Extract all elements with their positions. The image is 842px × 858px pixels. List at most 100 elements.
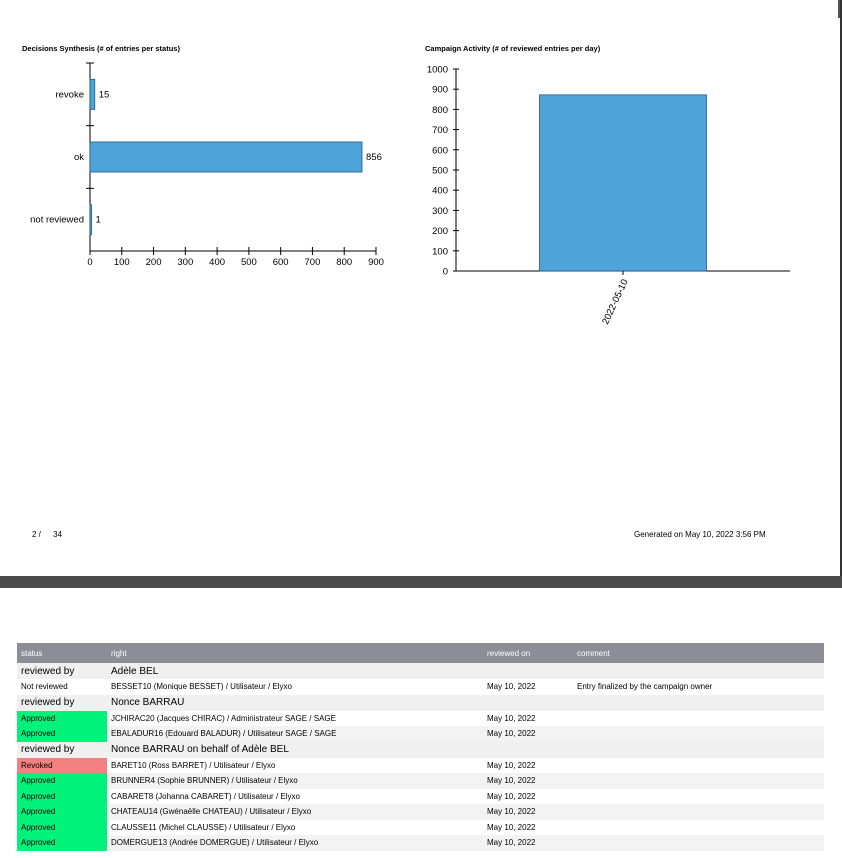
- bar-revoke: [89, 78, 96, 110]
- page-separator: [0, 576, 842, 588]
- group-label: reviewed by: [17, 741, 107, 758]
- y-tick-label: 700: [432, 125, 448, 136]
- data-label: 856: [366, 152, 382, 163]
- comment-cell: [573, 773, 824, 789]
- comment-cell: [573, 726, 824, 742]
- status-cell: Not reviewed: [17, 679, 107, 695]
- comment-cell: [573, 804, 824, 820]
- right-cell: CLAUSSE11 (Michel CLAUSSE) / Utilisateur…: [107, 819, 483, 835]
- x-tick-label: 700: [305, 257, 321, 268]
- data-label: 1: [96, 215, 101, 226]
- status-cell: Revoked: [17, 757, 107, 773]
- status-cell: Approved: [17, 726, 107, 742]
- reviewer-group-row: reviewed by Nonce BARRAU: [17, 694, 824, 711]
- report-page-2: Decisions Synthesis (# of entries per st…: [0, 0, 842, 576]
- campaign-activity-chart: 0 100 200 300 400 500 600 700 800 900 1000 2022-05-…: [427, 65, 790, 327]
- comment-cell: [573, 757, 824, 773]
- y-tick-label: 200: [432, 226, 448, 237]
- table-row: Approved EBALADUR16 (Edouard BALADUR) / U…: [17, 726, 824, 742]
- x-tick-label: 2022-05-10: [600, 278, 631, 327]
- decisions-chart-title: Decisions Synthesis (# of entries per st…: [22, 44, 180, 53]
- report-page-3: status right reviewed on comment reviewe…: [0, 588, 842, 858]
- table-header-row: status right reviewed on comment: [17, 643, 824, 663]
- right-cell: BRUNNER4 (Sophie BRUNNER) / Utilisateur …: [107, 773, 483, 789]
- x-tick-label: 300: [177, 257, 193, 268]
- right-cell: CHATEAU14 (Gwénaëlle CHATEAU) / Utilisat…: [107, 804, 483, 820]
- column-header-comment: comment: [573, 643, 824, 663]
- table-row: Approved JCHIRAC20 (Jacques CHIRAC) / Adm…: [17, 710, 824, 726]
- reviewer-group-row: reviewed by Nonce BARRAU on behalf of Adè…: [17, 741, 824, 758]
- right-cell: DOMERGUE13 (Andrée DOMERGUE) / Utilisate…: [107, 835, 483, 851]
- column-header-right: right: [107, 643, 483, 663]
- right-cell: JCHIRAC20 (Jacques CHIRAC) / Administrat…: [107, 710, 483, 726]
- reviewed-on-cell: May 10, 2022: [483, 788, 573, 804]
- status-cell: Approved: [17, 804, 107, 820]
- status-cell: Approved: [17, 773, 107, 789]
- status-cell: Approved: [17, 835, 107, 851]
- y-tick-label: 300: [432, 206, 448, 217]
- category-label: ok: [74, 152, 84, 163]
- table-row: Approved BRUNNER4 (Sophie BRUNNER) / Util…: [17, 773, 824, 789]
- reviewer-name: Nonce BARRAU on behalf of Adèle BEL: [107, 741, 824, 758]
- right-cell: CABARET8 (Johanna CABARET) / Utilisateur…: [107, 788, 483, 804]
- category-label: revoke: [55, 89, 84, 100]
- column-header-status: status: [17, 643, 107, 663]
- page-number: 2 / 34: [32, 530, 63, 539]
- column-header-reviewed-on: reviewed on: [483, 643, 573, 663]
- status-cell: Approved: [17, 788, 107, 804]
- activity-chart-title: Campaign Activity (# of reviewed entries…: [425, 44, 601, 53]
- y-tick-label: 400: [432, 186, 448, 197]
- reviewer-name: Nonce BARRAU: [107, 694, 824, 711]
- table-row: Not reviewed BESSET10 (Monique BESSET) / …: [17, 679, 824, 695]
- x-tick-label: 900: [368, 257, 384, 268]
- comment-cell: [573, 819, 824, 835]
- comment-cell: Entry finalized by the campaign owner: [573, 679, 824, 695]
- reviewed-on-cell: May 10, 2022: [483, 679, 573, 695]
- review-table: status right reviewed on comment reviewe…: [17, 643, 824, 851]
- group-label: reviewed by: [17, 694, 107, 711]
- x-tick-label: 200: [146, 257, 162, 268]
- status-cell: Approved: [17, 710, 107, 726]
- bar-ok: [89, 141, 363, 173]
- table-row: Revoked BARET10 (Ross BARRET) / Utilisate…: [17, 757, 824, 773]
- bar-2022-05-10: [539, 94, 707, 272]
- reviewed-on-cell: May 10, 2022: [483, 757, 573, 773]
- table-row: Approved CHATEAU14 (Gwénaëlle CHATEAU) / …: [17, 804, 824, 820]
- reviewed-on-cell: May 10, 2022: [483, 773, 573, 789]
- y-tick-label: 500: [432, 166, 448, 177]
- table-row: Approved CABARET8 (Johanna CABARET) / Uti…: [17, 788, 824, 804]
- table-row: Approved DOMERGUE13 (Andrée DOMERGUE) / U…: [17, 835, 824, 851]
- status-cell: Approved: [17, 819, 107, 835]
- x-tick-label: 600: [273, 257, 289, 268]
- reviewer-name: Adèle BEL: [107, 663, 824, 679]
- right-cell: EBALADUR16 (Edouard BALADUR) / Utilisate…: [107, 726, 483, 742]
- reviewer-group-row: reviewed by Adèle BEL: [17, 663, 824, 679]
- y-tick-label: 0: [443, 267, 448, 278]
- comment-cell: [573, 788, 824, 804]
- category-label: not reviewed: [30, 215, 84, 226]
- x-tick-label: 0: [87, 257, 92, 268]
- x-tick-label: 400: [209, 257, 225, 268]
- reviewed-on-cell: May 10, 2022: [483, 726, 573, 742]
- reviewed-on-cell: May 10, 2022: [483, 835, 573, 851]
- comment-cell: [573, 835, 824, 851]
- y-tick-label: 1000: [427, 65, 448, 76]
- generated-timestamp: Generated on May 10, 2022 3:56 PM: [634, 530, 766, 539]
- data-label: 15: [99, 89, 110, 100]
- table-row: Approved CLAUSSE11 (Michel CLAUSSE) / Uti…: [17, 819, 824, 835]
- reviewed-on-cell: May 10, 2022: [483, 710, 573, 726]
- reviewed-on-cell: May 10, 2022: [483, 804, 573, 820]
- decisions-synthesis-chart: revoke 15 ok 856 not reviewed 1 0 100 200 300 400 5…: [30, 62, 384, 268]
- bar-not-reviewed: [89, 204, 92, 236]
- x-tick-label: 100: [114, 257, 130, 268]
- y-tick-label: 100: [432, 246, 448, 257]
- right-cell: BARET10 (Ross BARRET) / Utilisateur / El…: [107, 757, 483, 773]
- group-label: reviewed by: [17, 663, 107, 679]
- y-tick-label: 600: [432, 145, 448, 156]
- comment-cell: [573, 710, 824, 726]
- x-tick-label: 500: [241, 257, 257, 268]
- y-tick-label: 800: [432, 105, 448, 116]
- x-tick-label: 800: [336, 257, 352, 268]
- right-cell: BESSET10 (Monique BESSET) / Utilisateur …: [107, 679, 483, 695]
- y-tick-label: 900: [432, 85, 448, 96]
